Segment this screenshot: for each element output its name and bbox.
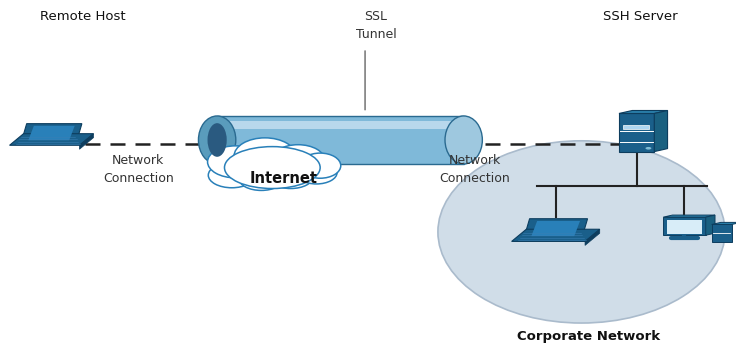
FancyBboxPatch shape [667,221,702,234]
FancyBboxPatch shape [619,114,654,152]
Ellipse shape [199,116,236,164]
Text: SSL
Tunnel: SSL Tunnel [355,10,397,41]
Polygon shape [712,222,736,224]
Polygon shape [585,229,600,245]
Ellipse shape [269,166,313,189]
Ellipse shape [224,146,320,189]
Polygon shape [21,124,82,142]
Text: Internet: Internet [250,172,317,186]
Polygon shape [706,215,715,235]
Ellipse shape [208,123,227,157]
Text: SSH Server: SSH Server [603,10,678,23]
Polygon shape [29,126,75,140]
FancyBboxPatch shape [623,125,649,129]
Text: Corporate Network: Corporate Network [517,330,660,343]
Ellipse shape [272,145,325,175]
Polygon shape [663,215,715,217]
Ellipse shape [296,161,337,184]
Ellipse shape [239,168,283,190]
FancyBboxPatch shape [217,116,464,164]
Text: Network
Connection: Network Connection [103,154,174,185]
Ellipse shape [445,116,482,164]
FancyBboxPatch shape [663,217,706,235]
Polygon shape [654,110,668,152]
FancyBboxPatch shape [217,121,464,129]
Ellipse shape [208,163,255,188]
Polygon shape [619,110,668,114]
Ellipse shape [234,138,296,175]
Polygon shape [10,134,93,145]
FancyBboxPatch shape [712,224,732,242]
Polygon shape [524,219,587,238]
Polygon shape [512,229,600,241]
Ellipse shape [208,146,263,178]
Polygon shape [79,134,93,149]
Ellipse shape [438,141,725,323]
Ellipse shape [300,153,341,178]
Polygon shape [531,221,580,236]
Circle shape [645,147,651,150]
Text: Remote Host: Remote Host [40,10,126,23]
Text: Network
Connection: Network Connection [439,154,510,185]
